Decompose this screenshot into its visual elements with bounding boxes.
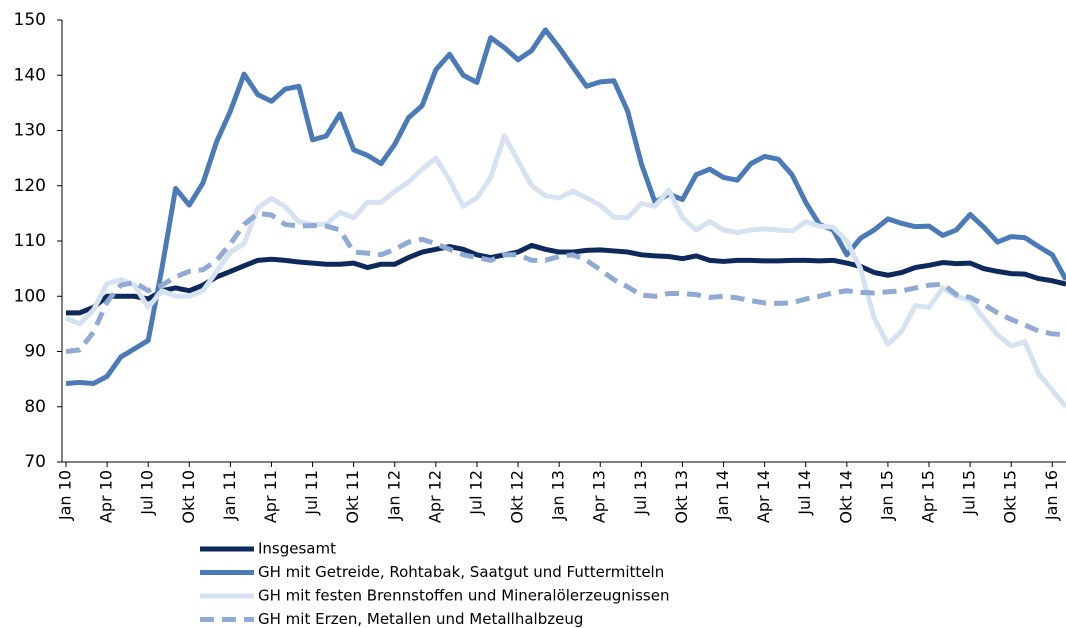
legend-label: GH mit Getreide, Rohtabak, Saatgut und F… xyxy=(258,563,664,581)
x-tick-label: Okt 10 xyxy=(179,470,198,524)
x-tick-label: Jul 12 xyxy=(466,470,485,516)
y-tick-label: 110 xyxy=(14,231,46,251)
x-tick-label: Okt 11 xyxy=(343,470,362,524)
x-tick-label: Apr 15 xyxy=(919,470,938,523)
x-tick-label: Apr 12 xyxy=(425,470,444,523)
y-tick-label: 90 xyxy=(24,342,46,362)
x-tick-label: Jan 10 xyxy=(56,470,75,521)
y-tick-label: 140 xyxy=(14,65,46,85)
x-tick-label: Apr 14 xyxy=(754,470,773,523)
x-tick-label: Jan 11 xyxy=(220,470,239,521)
x-tick-label: Jan 12 xyxy=(384,470,403,521)
x-tick-label: Jan 15 xyxy=(877,470,896,521)
data-line xyxy=(65,27,1066,387)
x-tick-label: Jul 10 xyxy=(138,470,157,516)
x-tick-label: Jul 15 xyxy=(960,470,979,516)
y-tick-label: 150 xyxy=(14,10,46,30)
y-tick-label: 120 xyxy=(14,176,46,196)
x-tick-label: Apr 11 xyxy=(261,470,280,523)
x-tick-label: Okt 14 xyxy=(836,470,855,524)
x-tick-label: Okt 12 xyxy=(508,470,527,524)
y-tick-label: 70 xyxy=(24,452,46,472)
x-tick-label: Jan 16 xyxy=(1042,470,1061,521)
data-line xyxy=(65,133,1066,409)
x-tick-label: Jul 14 xyxy=(795,470,814,516)
x-tick-label: Jul 13 xyxy=(631,470,650,516)
x-tick-label: Okt 13 xyxy=(672,470,691,524)
legend-label: GH mit festen Brennstoffen und Mineralöl… xyxy=(258,587,669,605)
x-tick-label: Apr 10 xyxy=(97,470,116,523)
legend-label: GH mit Erzen, Metallen und Metallhalbzeu… xyxy=(258,610,583,628)
data-line xyxy=(66,242,1066,316)
data-line xyxy=(65,210,1066,354)
x-tick-label: Apr 13 xyxy=(590,470,609,523)
x-tick-label: Jan 14 xyxy=(713,470,732,521)
y-tick-label: 130 xyxy=(14,121,46,141)
y-tick-label: 80 xyxy=(24,397,46,417)
x-tick-label: Jul 11 xyxy=(302,470,321,516)
x-tick-label: Okt 15 xyxy=(1001,470,1020,524)
x-tick-label: Jan 13 xyxy=(549,470,568,521)
legend-label: Insgesamt xyxy=(258,540,336,558)
y-tick-label: 100 xyxy=(14,286,46,306)
